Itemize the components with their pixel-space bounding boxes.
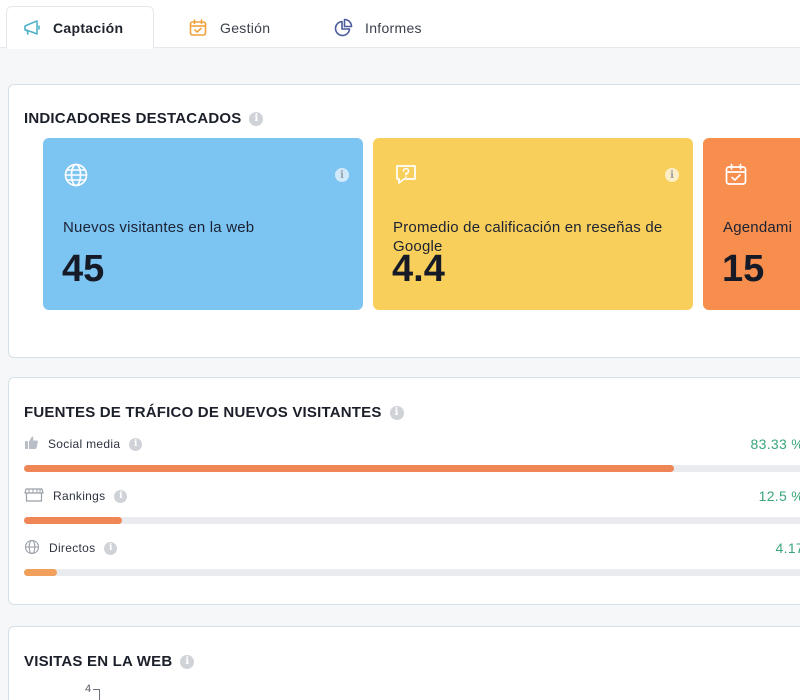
kpi-card-new-visitors[interactable]: i Nuevos visitantes en la web 45 <box>43 138 363 310</box>
progress-fill <box>24 517 122 524</box>
tab-label: Captación <box>53 20 124 36</box>
kpi-label: Promedio de calificación en reseñas de G… <box>393 219 663 255</box>
web-visits-panel: VISITAS EN LA WEB i 4 <box>8 626 800 700</box>
globe-icon <box>24 539 40 558</box>
info-icon[interactable]: i <box>335 168 349 182</box>
info-icon[interactable]: i <box>114 489 128 503</box>
progress-track <box>24 465 800 472</box>
web-visits-title: VISITAS EN LA WEB i <box>24 653 195 670</box>
traffic-source-percent: 4.17 <box>775 540 800 556</box>
progress-track <box>24 517 800 524</box>
traffic-source-label: Directos <box>49 541 96 555</box>
info-icon[interactable]: i <box>389 405 404 420</box>
info-icon[interactable]: i <box>665 168 679 182</box>
traffic-sources-panel: FUENTES DE TRÁFICO DE NUEVOS VISITANTES … <box>8 377 800 605</box>
traffic-source-row: Rankings i 12.5 % <box>24 486 800 526</box>
megaphone-icon <box>23 19 41 37</box>
traffic-source-header: Social media i <box>24 434 143 454</box>
kpi-card-appointments[interactable]: Agendami 15 <box>703 138 800 310</box>
kpi-label: Nuevos visitantes en la web <box>63 219 255 236</box>
traffic-source-row: Directos i 4.17 <box>24 538 800 578</box>
kpi-value: 15 <box>722 248 765 290</box>
calendar-check-icon <box>188 18 208 38</box>
info-icon[interactable]: i <box>180 654 195 669</box>
traffic-source-label: Rankings <box>53 489 106 503</box>
info-icon[interactable]: i <box>249 111 264 126</box>
tab-bar: Captación Gestión Informes <box>0 0 800 49</box>
progress-fill <box>24 569 57 576</box>
traffic-source-header: Directos i <box>24 538 118 558</box>
kpi-value: 45 <box>62 248 105 290</box>
traffic-source-header: Rankings i <box>24 486 128 506</box>
globe-icon <box>63 162 89 193</box>
tab-captacion[interactable]: Captación <box>6 6 154 49</box>
y-axis-tick <box>93 689 100 690</box>
traffic-source-percent: 83.33 % <box>750 436 800 452</box>
tab-label: Informes <box>365 19 422 36</box>
tab-label: Gestión <box>220 19 271 36</box>
progress-fill <box>24 465 674 472</box>
kpi-label: Agendami <box>723 219 793 236</box>
storefront-icon <box>24 487 44 506</box>
tab-informes[interactable]: Informes <box>333 6 422 49</box>
pie-chart-icon <box>333 18 353 38</box>
y-axis-line <box>99 689 100 700</box>
highlights-panel: INDICADORES DESTACADOS i i Nuevos visita… <box>8 84 800 358</box>
tab-gestion[interactable]: Gestión <box>188 6 270 49</box>
traffic-source-row: Social media i 83.33 % <box>24 434 800 474</box>
info-icon[interactable]: i <box>104 541 118 555</box>
traffic-source-label: Social media <box>48 437 121 451</box>
kpi-value: 4.4 <box>392 248 445 290</box>
thumbs-up-icon <box>24 435 39 453</box>
highlights-title: INDICADORES DESTACADOS i <box>24 110 264 127</box>
y-axis-tick-label: 4 <box>85 683 92 695</box>
progress-track <box>24 569 800 576</box>
calendar-check-icon <box>723 162 749 193</box>
info-icon[interactable]: i <box>129 437 143 451</box>
question-bubble-icon <box>393 162 419 193</box>
traffic-source-percent: 12.5 % <box>758 488 800 504</box>
traffic-title: FUENTES DE TRÁFICO DE NUEVOS VISITANTES … <box>24 404 404 421</box>
kpi-card-google-rating[interactable]: i Promedio de calificación en reseñas de… <box>373 138 693 310</box>
